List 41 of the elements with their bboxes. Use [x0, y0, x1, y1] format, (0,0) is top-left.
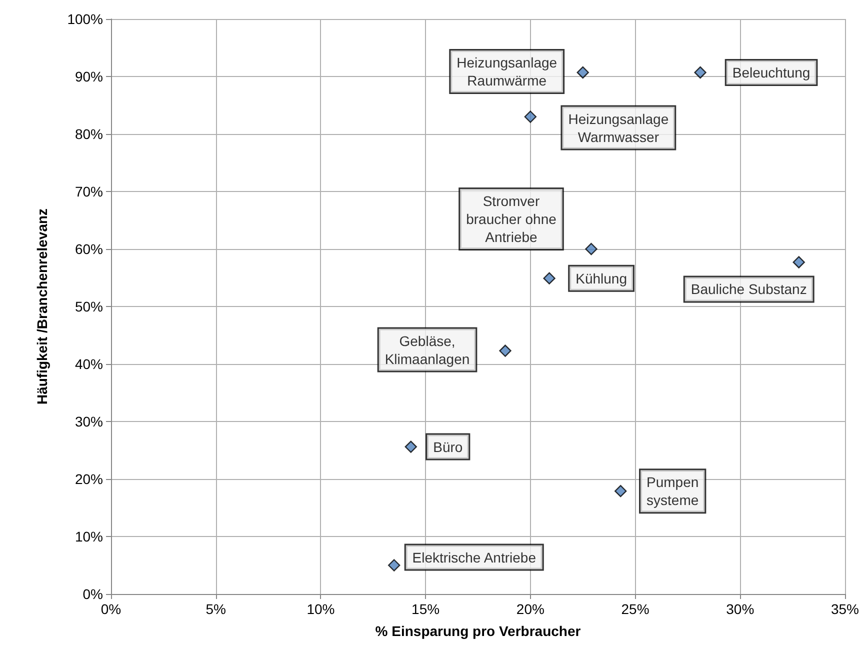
annotation: Beleuchtung — [732, 64, 810, 80]
x-tick-label: 30% — [726, 601, 754, 617]
y-tick-label: 20% — [74, 471, 103, 487]
y-tick-label: 70% — [74, 184, 103, 200]
point — [404, 440, 417, 453]
y-axis-title: Häufigkeit /Branchenrelevanz — [34, 208, 50, 405]
annotation: Heizungsanlage Raumwärme — [456, 54, 558, 88]
y-tick-label: 0% — [82, 586, 103, 602]
annotation: Gebläse, Klimaanlagen — [384, 332, 470, 367]
annotation: Pumpen systeme — [646, 474, 699, 508]
point — [792, 256, 805, 268]
x-tick-label: 20% — [516, 601, 544, 617]
annotation: Kühlung — [576, 270, 627, 286]
x-tick-label: 10% — [306, 601, 335, 617]
annotation: Bauliche Substanz — [690, 281, 807, 298]
annotation: Heizungsanlage Warmwasser — [568, 110, 669, 145]
point — [388, 559, 400, 572]
point — [694, 66, 706, 79]
annotation: Elektrische Antriebe — [412, 549, 536, 566]
annotation: Büro — [433, 438, 463, 455]
point — [585, 242, 598, 256]
y-tick-label: 10% — [74, 528, 103, 544]
x-tick-label: 15% — [412, 601, 440, 617]
y-tick-label: 90% — [74, 68, 103, 84]
x-tick-label: 5% — [206, 601, 226, 617]
point — [576, 66, 589, 79]
y-tick-label: 50% — [74, 298, 103, 314]
annotation: Stromver braucher ohne Antriebe — [466, 193, 557, 245]
y-tick-label: 80% — [74, 126, 103, 142]
point — [614, 484, 627, 498]
x-tick-label: 25% — [621, 601, 650, 617]
y-tick-label: 30% — [74, 414, 103, 430]
x-axis-title: % Einsparung pro Verbraucher — [375, 623, 582, 639]
y-tick-label: 100% — [67, 11, 103, 27]
point — [524, 110, 537, 123]
x-tick-label: 35% — [830, 601, 860, 617]
y-tick-label: 40% — [74, 356, 103, 372]
point — [499, 344, 512, 357]
point — [543, 272, 556, 284]
y-tick-label: 60% — [74, 241, 103, 257]
x-tick-label: 0% — [100, 601, 122, 617]
